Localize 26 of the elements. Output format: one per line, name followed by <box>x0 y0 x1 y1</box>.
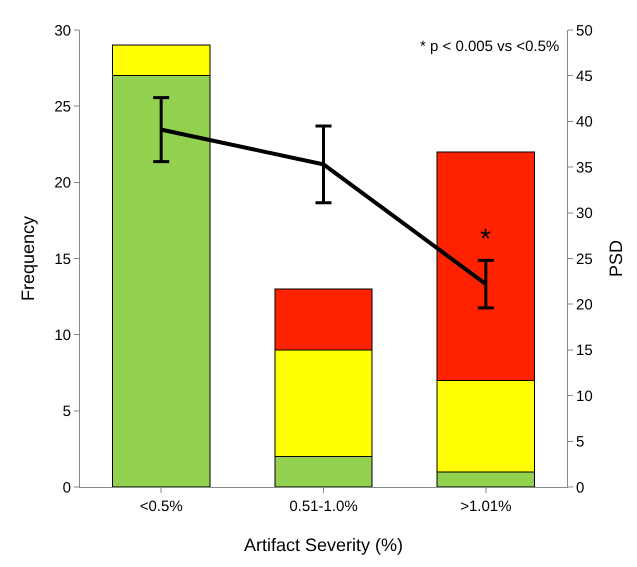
y-tick-label: 20 <box>54 174 71 192</box>
y2-tick-label: 50 <box>576 22 593 40</box>
annotation: * <box>480 223 491 254</box>
annotation: * p < 0.005 vs <0.5% <box>420 38 560 55</box>
y-tick-label: 5 <box>62 403 71 420</box>
y2-axis-title: PSD <box>606 240 626 278</box>
y-tick-label: 30 <box>54 22 71 40</box>
y2-tick-label: 30 <box>576 205 593 222</box>
y2-tick-label: 5 <box>576 434 584 451</box>
x-tick-label: <0.5% <box>140 498 183 515</box>
y-axis-title: Frequency <box>18 216 38 302</box>
y-tick-label: 15 <box>54 250 71 268</box>
y2-tick-label: 40 <box>576 114 593 131</box>
y-tick-label: 10 <box>54 326 71 344</box>
y-tick-label: 0 <box>62 479 71 496</box>
x-tick-label: 0.51-1.0% <box>289 498 358 515</box>
y2-tick-label: 25 <box>576 250 593 268</box>
y2-tick-label: 35 <box>576 159 593 176</box>
x-tick-label: >1.01% <box>460 498 512 515</box>
y2-tick-label: 45 <box>576 68 593 85</box>
y2-tick-label: 0 <box>576 479 584 496</box>
x-axis-title: Artifact Severity (%) <box>244 535 404 555</box>
y2-tick-label: 10 <box>576 388 593 405</box>
y-tick-label: 25 <box>54 98 71 116</box>
y2-tick-label: 20 <box>576 296 593 314</box>
y2-tick-label: 15 <box>576 342 593 360</box>
